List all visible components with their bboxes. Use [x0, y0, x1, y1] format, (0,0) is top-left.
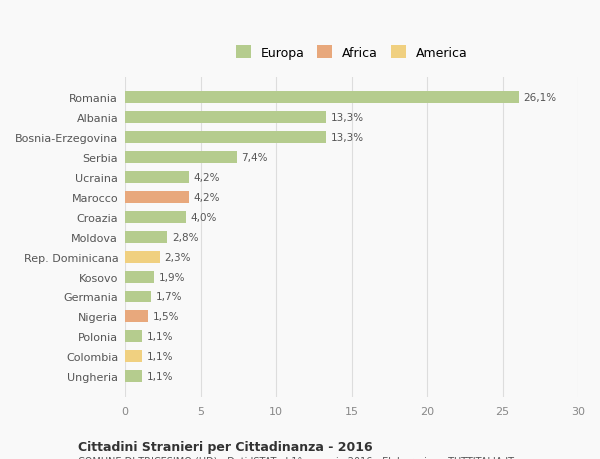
Text: 1,1%: 1,1%	[146, 331, 173, 341]
Text: 26,1%: 26,1%	[524, 93, 557, 103]
Bar	[125, 251, 160, 263]
Text: 4,0%: 4,0%	[190, 213, 217, 222]
Text: 13,3%: 13,3%	[331, 133, 364, 143]
Bar	[125, 191, 188, 203]
Text: 2,8%: 2,8%	[172, 232, 199, 242]
Bar	[125, 370, 142, 382]
Bar	[125, 92, 519, 104]
Bar	[125, 271, 154, 283]
Text: Cittadini Stranieri per Cittadinanza - 2016: Cittadini Stranieri per Cittadinanza - 2…	[78, 440, 373, 453]
Text: 1,1%: 1,1%	[146, 371, 173, 381]
Text: 7,4%: 7,4%	[241, 153, 268, 162]
Bar	[125, 311, 148, 323]
Bar	[125, 112, 326, 124]
Text: COMUNE DI TRICESIMO (UD) - Dati ISTAT al 1° gennaio 2016 - Elaborazione TUTTITAL: COMUNE DI TRICESIMO (UD) - Dati ISTAT al…	[78, 456, 514, 459]
Text: 1,9%: 1,9%	[158, 272, 185, 282]
Text: 1,5%: 1,5%	[152, 312, 179, 322]
Text: 4,2%: 4,2%	[193, 192, 220, 202]
Bar	[125, 152, 237, 164]
Bar	[125, 291, 151, 303]
Text: 2,3%: 2,3%	[164, 252, 191, 262]
Bar	[125, 351, 142, 363]
Text: 1,7%: 1,7%	[155, 292, 182, 302]
Text: 1,1%: 1,1%	[146, 352, 173, 361]
Bar	[125, 231, 167, 243]
Text: 13,3%: 13,3%	[331, 113, 364, 123]
Bar	[125, 172, 188, 184]
Text: 4,2%: 4,2%	[193, 173, 220, 183]
Legend: Europa, Africa, America: Europa, Africa, America	[232, 42, 471, 63]
Bar	[125, 330, 142, 342]
Bar	[125, 212, 185, 224]
Bar	[125, 132, 326, 144]
